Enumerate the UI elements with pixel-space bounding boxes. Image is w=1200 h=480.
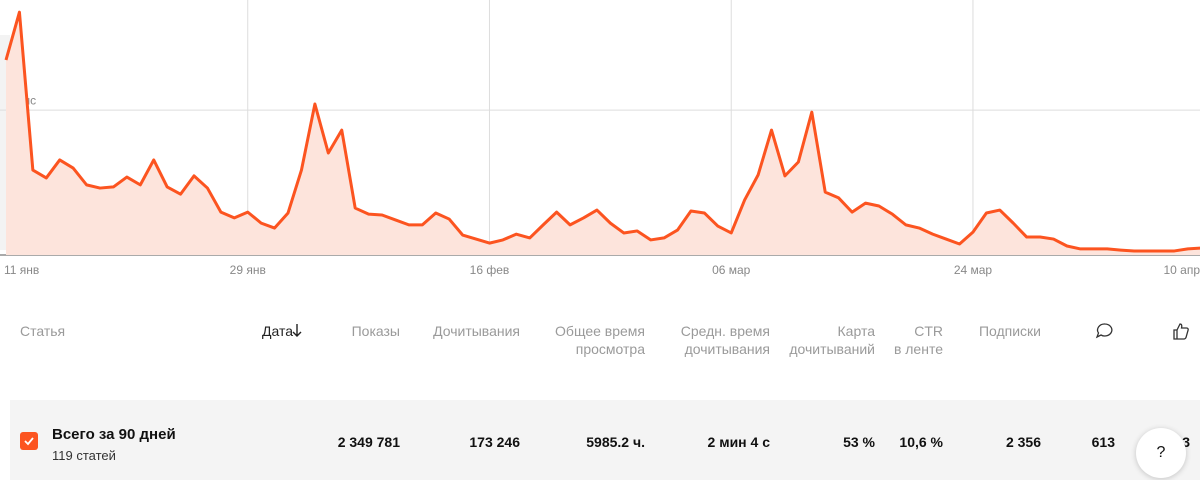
column-header: Показы bbox=[352, 322, 400, 340]
header-line: Показы bbox=[351, 323, 400, 339]
total-cell: 3 bbox=[1182, 434, 1190, 450]
column-header: Средн. время дочитывания bbox=[681, 322, 770, 358]
area bbox=[6, 12, 1200, 255]
total-cell: 10,6 % bbox=[899, 434, 943, 450]
total-cell: 173 246 bbox=[469, 434, 520, 450]
help-button[interactable]: ? bbox=[1136, 428, 1186, 478]
column-header: Статья bbox=[20, 322, 65, 340]
column-header: Подписки bbox=[979, 322, 1041, 340]
column-header: Общее время просмотра bbox=[555, 322, 645, 358]
total-cell: 5985.2 ч. bbox=[586, 434, 645, 450]
x-tick-label: 06 мар bbox=[712, 263, 751, 277]
comments-icon bbox=[1095, 323, 1113, 339]
total-title: Всего за 90 дней bbox=[52, 426, 176, 443]
left-shade bbox=[0, 35, 10, 250]
column-header: CTR в ленте bbox=[894, 322, 943, 358]
header-line: просмотра bbox=[575, 341, 645, 357]
total-cell: 2 356 bbox=[1005, 434, 1041, 450]
header-line: дочитываний bbox=[789, 341, 875, 357]
total-cell: 613 bbox=[1091, 434, 1115, 450]
total-subtitle: 119 статей bbox=[52, 448, 116, 463]
x-tick-label: 29 янв bbox=[230, 263, 266, 277]
header-line: Дочитывания bbox=[433, 323, 520, 339]
header-icons bbox=[292, 323, 1189, 340]
x-tick-label: 24 мар bbox=[954, 263, 993, 277]
column-header: Дочитывания bbox=[433, 322, 520, 340]
header-line: Подписки bbox=[978, 323, 1041, 339]
column-header: Карта дочитываний bbox=[789, 322, 875, 358]
x-tick-label: 11 янв bbox=[4, 263, 39, 277]
total-cell: 2 мин 4 с bbox=[707, 434, 770, 450]
header-line: дочитывания bbox=[684, 341, 770, 357]
likes-icon bbox=[1173, 323, 1189, 340]
checkbox[interactable] bbox=[20, 432, 38, 450]
check bbox=[24, 437, 34, 446]
total-row bbox=[10, 400, 1200, 480]
header-line: Общее время bbox=[555, 323, 645, 339]
column-header[interactable]: Дата bbox=[262, 322, 293, 340]
line bbox=[4, 10, 1200, 253]
x-tick-label: 10 апр bbox=[1163, 263, 1200, 277]
x-tick-label: 16 фев bbox=[470, 263, 510, 277]
header-line: Статья bbox=[20, 323, 66, 339]
total-cell: 2 349 781 bbox=[337, 434, 400, 450]
header-line: CTR bbox=[914, 323, 943, 339]
sort-arrow[interactable] bbox=[292, 324, 302, 337]
header-line: Карта bbox=[837, 323, 875, 339]
header-line: в ленте bbox=[893, 341, 943, 357]
total-cell: 53 % bbox=[843, 434, 875, 450]
header-line: Средн. время bbox=[680, 323, 770, 339]
header-line: Дата bbox=[262, 323, 294, 339]
